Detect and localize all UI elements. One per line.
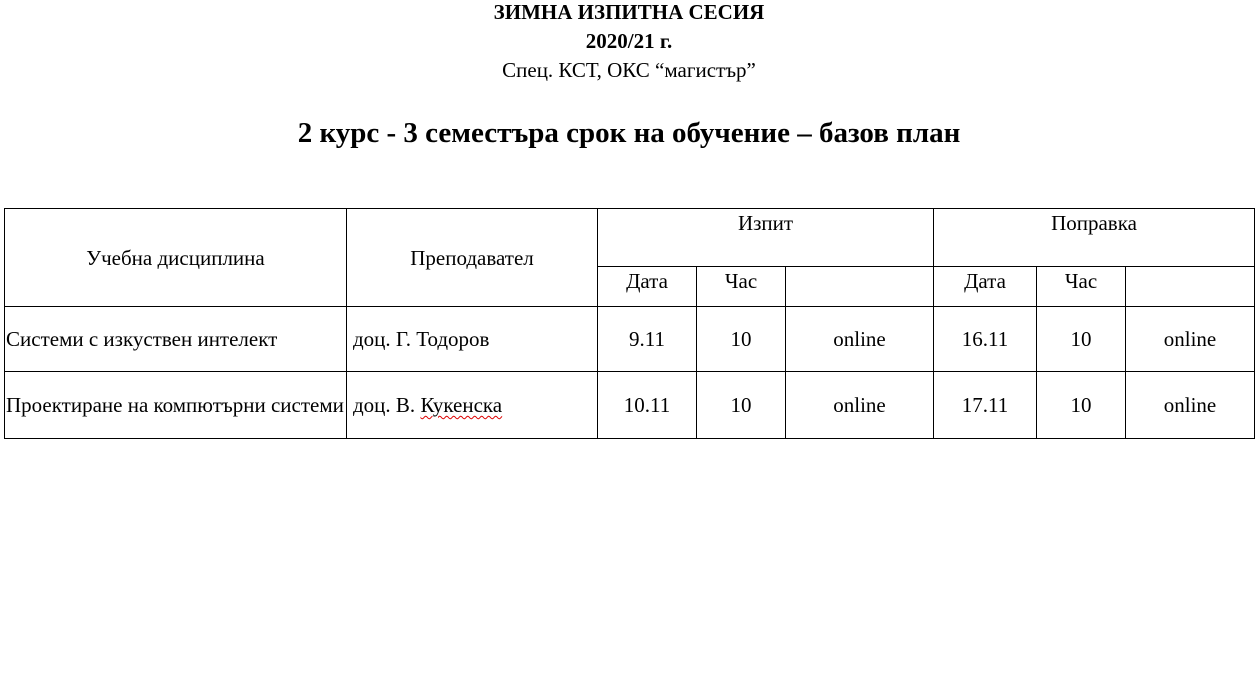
header-teacher: Преподавател	[346, 208, 598, 307]
exam-mode-cell: online	[785, 371, 934, 439]
retake-date-cell: 17.11	[933, 371, 1037, 439]
retake-mode-cell: online	[1125, 306, 1255, 372]
retake-mode-cell: online	[1125, 371, 1255, 439]
academic-year: 2020/21 г.	[585, 29, 673, 53]
retake-hour-cell: 10	[1036, 371, 1126, 439]
header-exam-hour: Час	[696, 266, 786, 307]
teacher-cell: доц. Г. Тодоров	[346, 306, 598, 372]
exam-date-cell: 10.11	[597, 371, 697, 439]
table-row: Системи с изкуствен интелект доц. Г. Тод…	[4, 306, 1255, 372]
exam-hour-cell: 10	[696, 306, 786, 372]
table-row: Проектиране на компютърни системи доц. В…	[4, 371, 1255, 439]
header-retake: Поправка	[933, 208, 1255, 267]
plan-subtitle: 2 курс - 3 семестъра срок на обучение – …	[297, 117, 961, 149]
header-retake-mode	[1125, 266, 1255, 307]
exam-date-cell: 9.11	[597, 306, 697, 372]
discipline-cell: Системи с изкуствен интелект	[4, 306, 347, 372]
teacher-prefix: доц. В.	[353, 393, 421, 417]
header-exam: Изпит	[597, 208, 934, 267]
retake-hour-cell: 10	[1036, 306, 1126, 372]
exam-mode-cell: online	[785, 306, 934, 372]
exam-schedule-table: Учебна дисциплина Преподавател Изпит Поп…	[4, 208, 1255, 439]
specialty-line: Спец. КСТ, ОКС “магистър”	[502, 58, 756, 82]
session-title: ЗИМНА ИЗПИТНА СЕСИЯ	[493, 0, 765, 24]
header-exam-date: Дата	[597, 266, 697, 307]
discipline-cell: Проектиране на компютърни системи	[4, 371, 347, 439]
header-discipline: Учебна дисциплина	[4, 208, 347, 307]
retake-date-cell: 16.11	[933, 306, 1037, 372]
header-retake-hour: Час	[1036, 266, 1126, 307]
exam-hour-cell: 10	[696, 371, 786, 439]
header-retake-date: Дата	[933, 266, 1037, 307]
teacher-surname-misspelled: Кукенска	[420, 393, 503, 417]
teacher-cell: доц. В. Кукенска	[346, 371, 598, 439]
header-exam-mode	[785, 266, 934, 307]
